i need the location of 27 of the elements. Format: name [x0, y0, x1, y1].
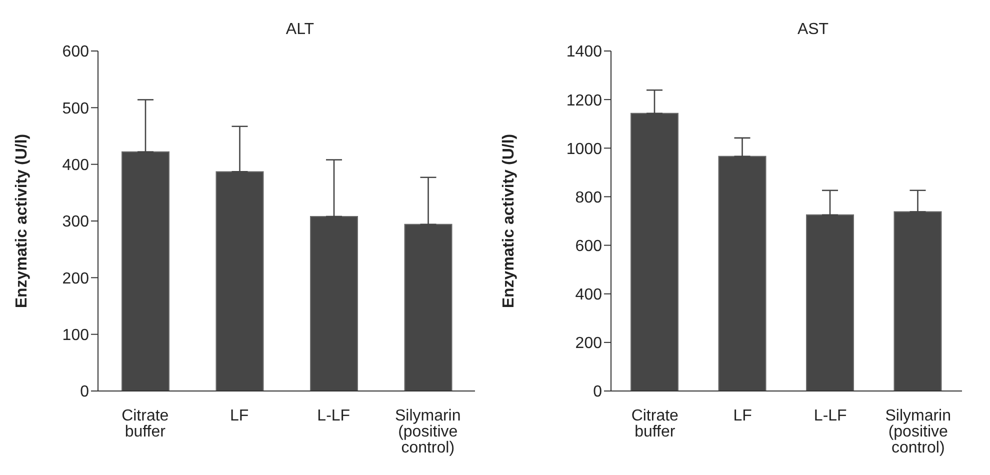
- y-axis-title: Enzymatic activity (U/l): [14, 134, 31, 308]
- x-tick-label: Citrate buffer: [631, 407, 679, 440]
- y-axis-title: Enzymatic activity (U/l): [500, 134, 518, 308]
- y-tick-label: 200: [62, 270, 90, 288]
- y-tick-label: 0: [80, 384, 90, 401]
- y-tick-label: 400: [575, 286, 602, 304]
- x-tick-label: Silymarin (positive control): [885, 407, 952, 456]
- chart-title: ALT: [286, 21, 314, 38]
- y-tick-label: 1200: [566, 92, 602, 110]
- x-tick-label: LF: [733, 407, 752, 424]
- y-tick-label: 600: [575, 238, 602, 255]
- x-tick-label: Citrate buffer: [122, 407, 169, 440]
- y-tick-label: 1400: [566, 44, 602, 61]
- y-tick-label: 1000: [566, 140, 602, 158]
- chart-title: AST: [797, 21, 829, 38]
- y-tick-label: 300: [62, 214, 90, 231]
- y-tick-label: 500: [62, 100, 90, 118]
- x-tick-label: Silymarin (positive control): [394, 407, 461, 456]
- y-tick-label: 400: [62, 157, 90, 174]
- y-tick-label: 100: [62, 327, 90, 344]
- y-tick-label: 800: [575, 189, 602, 206]
- x-tick-label: L-LF: [317, 407, 350, 424]
- x-tick-label: LF: [230, 407, 249, 424]
- x-tick-label: L-LF: [814, 407, 848, 424]
- y-tick-label: 600: [62, 44, 90, 61]
- y-tick-label: 200: [575, 335, 602, 352]
- y-tick-label: 0: [593, 384, 602, 401]
